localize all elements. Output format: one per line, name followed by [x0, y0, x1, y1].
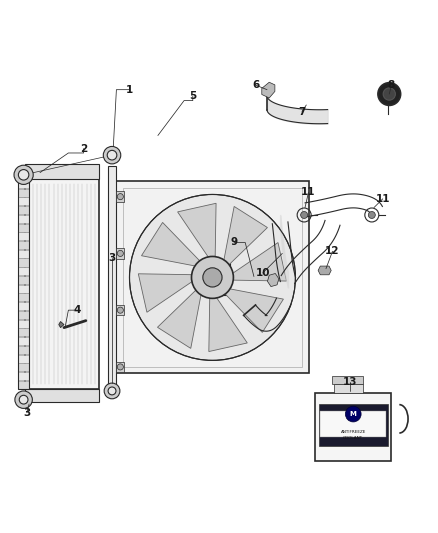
Bar: [123, 188, 302, 367]
Bar: [18, 381, 29, 389]
Text: 6: 6: [252, 80, 260, 90]
Text: 7: 7: [298, 107, 306, 117]
Circle shape: [378, 83, 401, 106]
Bar: [18, 180, 29, 188]
Circle shape: [103, 147, 121, 164]
Bar: [18, 232, 29, 240]
Bar: [18, 223, 29, 231]
Circle shape: [383, 88, 396, 100]
Bar: [117, 191, 124, 202]
Circle shape: [203, 268, 222, 287]
Bar: [18, 259, 29, 266]
Bar: [25, 389, 99, 402]
Text: 12: 12: [325, 246, 340, 256]
Bar: [18, 346, 29, 354]
Polygon shape: [158, 288, 201, 349]
Circle shape: [117, 307, 124, 313]
Bar: [18, 354, 29, 362]
Bar: [195, 260, 230, 295]
Polygon shape: [59, 321, 64, 328]
Bar: [18, 189, 29, 197]
Polygon shape: [230, 243, 286, 281]
Circle shape: [117, 364, 124, 370]
Bar: [117, 248, 124, 259]
Text: 4: 4: [74, 305, 81, 315]
Polygon shape: [262, 82, 275, 98]
Bar: [117, 181, 308, 374]
Circle shape: [18, 169, 29, 180]
Bar: [18, 337, 29, 345]
Bar: [318, 404, 388, 446]
Bar: [18, 364, 29, 372]
Circle shape: [104, 383, 120, 399]
Polygon shape: [223, 206, 268, 266]
Bar: [334, 384, 363, 393]
Text: ANTIFREEZE
COOLANT: ANTIFREEZE COOLANT: [341, 431, 366, 440]
Circle shape: [346, 406, 361, 422]
Bar: [18, 293, 29, 302]
Circle shape: [191, 256, 233, 298]
Bar: [18, 285, 29, 293]
Bar: [18, 302, 29, 310]
Polygon shape: [138, 274, 194, 312]
Circle shape: [14, 165, 33, 184]
Text: 11: 11: [301, 187, 316, 197]
Circle shape: [117, 251, 124, 256]
Bar: [320, 410, 386, 437]
Polygon shape: [318, 266, 331, 275]
Bar: [117, 362, 124, 372]
Circle shape: [300, 212, 307, 219]
Bar: [25, 164, 99, 179]
Circle shape: [130, 195, 295, 360]
Text: 13: 13: [343, 377, 357, 387]
Polygon shape: [177, 203, 216, 259]
Text: 5: 5: [189, 91, 196, 101]
Polygon shape: [209, 296, 247, 352]
Polygon shape: [268, 273, 279, 287]
Text: 11: 11: [375, 194, 390, 204]
Bar: [18, 197, 29, 205]
Bar: [18, 241, 29, 249]
Text: 2: 2: [80, 143, 87, 154]
Circle shape: [15, 391, 32, 408]
Bar: [18, 250, 29, 258]
Bar: [117, 305, 124, 316]
Polygon shape: [223, 288, 283, 333]
Bar: [18, 267, 29, 275]
Text: 10: 10: [255, 268, 270, 278]
Text: 9: 9: [231, 238, 238, 247]
Circle shape: [368, 212, 375, 219]
Bar: [18, 320, 29, 328]
Bar: [18, 206, 29, 214]
Circle shape: [117, 193, 124, 200]
Bar: [18, 179, 29, 389]
Text: 3: 3: [109, 253, 116, 263]
Circle shape: [107, 150, 117, 160]
Bar: [18, 311, 29, 319]
Bar: [25, 179, 99, 389]
Polygon shape: [141, 222, 201, 266]
Bar: [332, 376, 363, 384]
Bar: [18, 215, 29, 223]
Bar: [18, 372, 29, 380]
Circle shape: [108, 387, 116, 395]
Bar: [108, 166, 117, 398]
Text: 3: 3: [23, 408, 31, 418]
Text: M: M: [350, 411, 357, 417]
Bar: [18, 276, 29, 284]
Text: 1: 1: [126, 85, 133, 95]
Text: 8: 8: [388, 80, 395, 90]
Circle shape: [19, 395, 28, 404]
Bar: [315, 393, 392, 461]
Bar: [18, 328, 29, 336]
